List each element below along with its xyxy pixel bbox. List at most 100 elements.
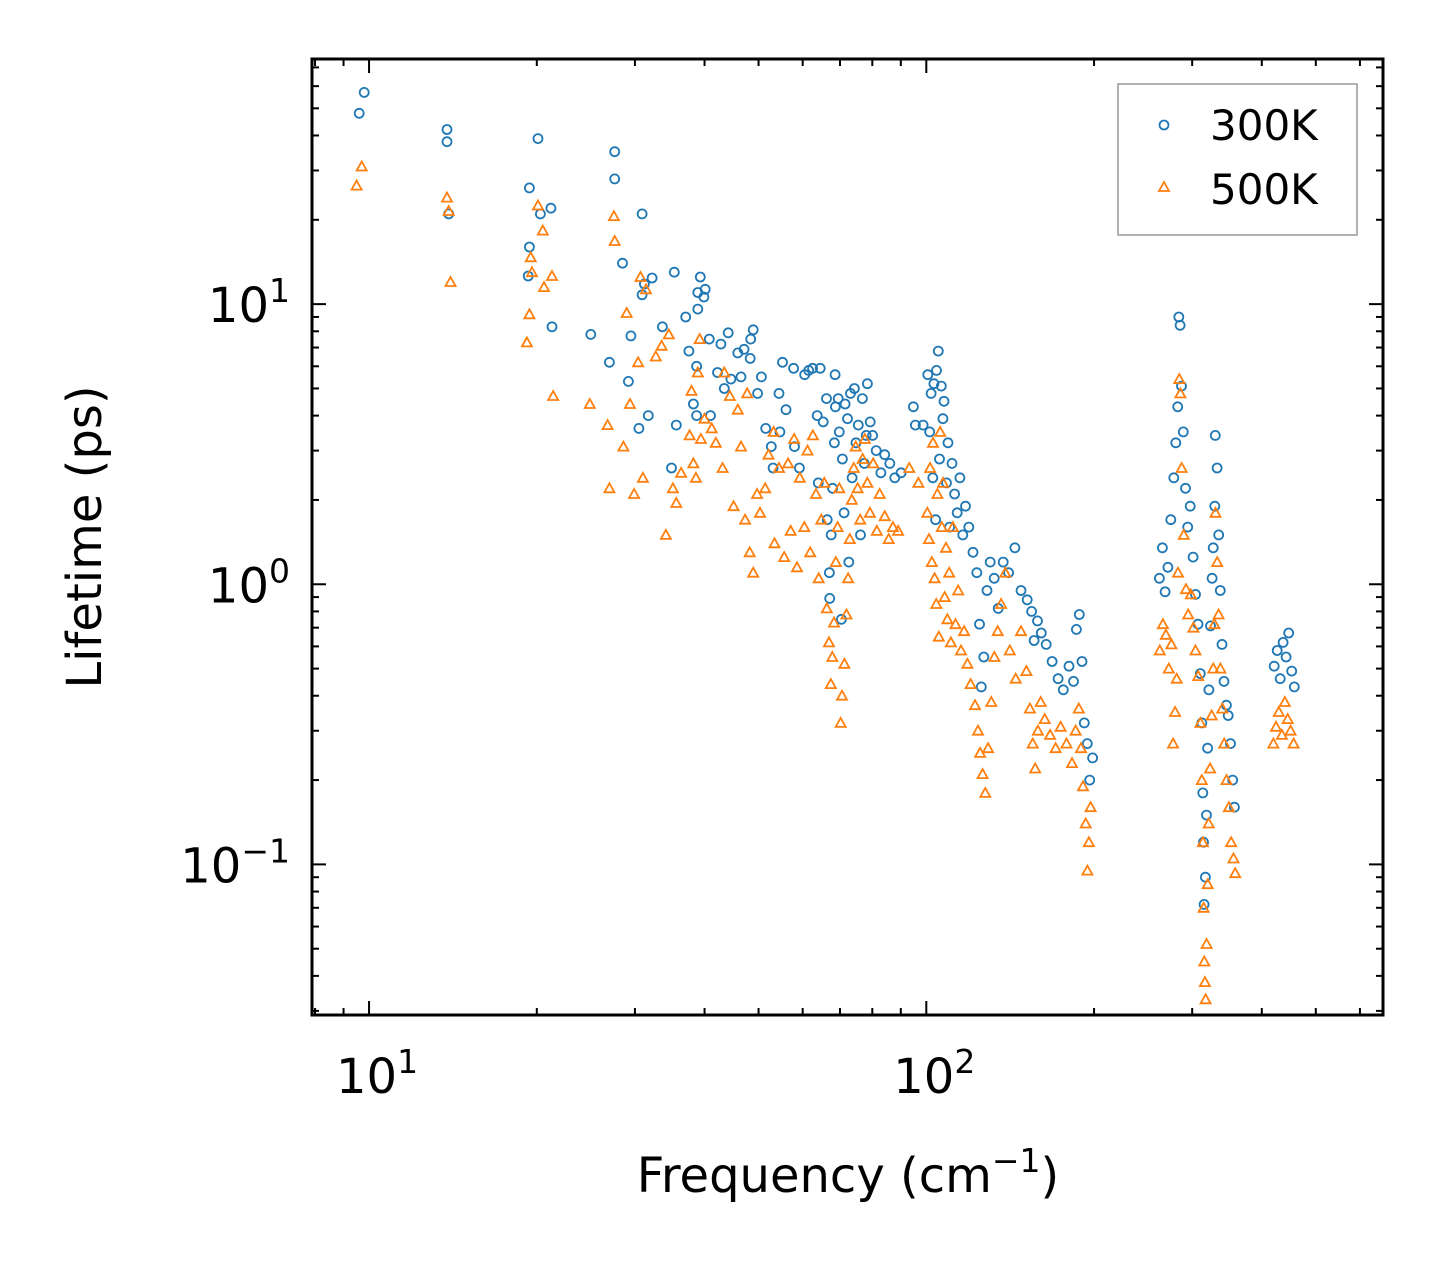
point-500k — [537, 280, 551, 292]
point-500k — [960, 656, 974, 669]
point-300k — [838, 507, 850, 519]
point-300k — [780, 404, 792, 416]
point-500k — [938, 590, 952, 602]
point-300k — [752, 387, 763, 399]
point-500k — [1034, 695, 1048, 707]
data-points — [350, 87, 1301, 1005]
point-500k — [1023, 701, 1037, 714]
point-500k — [971, 723, 985, 736]
point-300k — [698, 291, 710, 303]
point-300k — [1207, 542, 1219, 554]
point-300k — [1211, 462, 1223, 474]
legend-marker-500k — [1157, 180, 1171, 192]
point-500k — [1198, 975, 1212, 987]
point-500k — [694, 432, 708, 444]
point-300k — [1021, 594, 1033, 606]
point-500k — [1170, 671, 1184, 684]
point-500k — [1210, 555, 1224, 567]
point-500k — [1197, 900, 1211, 913]
point-300k — [617, 257, 628, 269]
point-300k — [788, 362, 799, 374]
point-500k — [1172, 372, 1186, 384]
point-500k — [601, 418, 615, 430]
point-300k — [1198, 899, 1210, 910]
point-300k — [694, 271, 706, 283]
point-500k — [843, 532, 857, 544]
point-300k — [680, 311, 692, 323]
point-500k — [631, 355, 645, 368]
point-500k — [920, 505, 934, 518]
point-300k — [978, 651, 990, 663]
point-500k — [787, 432, 801, 444]
y-axis-title: Lifetime (ps) — [57, 385, 113, 688]
point-300k — [1157, 542, 1168, 554]
point-300k — [1087, 752, 1098, 764]
point-300k — [1084, 774, 1096, 786]
point-500k — [839, 607, 854, 620]
point-300k — [625, 330, 637, 342]
point-300k — [824, 593, 836, 604]
point-500k — [1272, 705, 1286, 717]
point-300k — [975, 681, 987, 693]
point-500k — [951, 583, 965, 596]
point-300k — [884, 457, 896, 469]
point-500k — [870, 524, 884, 536]
point-500k — [1186, 620, 1200, 633]
point-500k — [1200, 937, 1214, 949]
point-500k — [911, 476, 925, 488]
point-500k — [1166, 736, 1180, 749]
point-300k — [1268, 660, 1280, 672]
point-500k — [835, 688, 849, 701]
point-300k — [997, 556, 1009, 568]
point-500k — [940, 612, 954, 625]
point-500k — [944, 635, 958, 648]
point-300k — [928, 378, 940, 390]
point-500k — [639, 282, 653, 295]
point-300k — [981, 585, 993, 596]
point-500k — [812, 571, 826, 584]
point-500k — [1153, 643, 1167, 656]
point-300k — [974, 618, 985, 630]
point-300k — [984, 556, 996, 568]
plot-frame — [310, 57, 1385, 1017]
legend: 300K 500K — [1117, 83, 1358, 236]
point-500k — [1059, 736, 1074, 749]
point-300k — [1162, 561, 1174, 573]
point-500k — [1196, 835, 1210, 848]
point-500k — [1173, 386, 1187, 399]
point-500k — [531, 198, 545, 211]
point-300k — [636, 208, 648, 220]
point-500k — [666, 481, 680, 494]
point-500k — [1193, 716, 1207, 728]
point-500k — [1281, 712, 1295, 724]
point-300k — [1280, 651, 1292, 663]
point-300k — [917, 419, 929, 431]
point-300k — [814, 362, 826, 374]
point-500k — [520, 335, 534, 348]
point-500k — [1072, 701, 1086, 714]
point-500k — [750, 487, 764, 499]
point-300k — [925, 387, 937, 399]
point-300k — [692, 303, 704, 315]
point-500k — [930, 487, 944, 499]
point-300k — [829, 369, 841, 381]
point-300k — [817, 416, 829, 428]
point-500k — [1184, 587, 1198, 600]
point-300k — [1015, 585, 1027, 596]
point-500k — [800, 443, 815, 456]
point-500k — [866, 456, 880, 469]
point-500k — [545, 269, 559, 281]
point-300k — [1081, 738, 1093, 749]
point-500k — [746, 565, 760, 578]
point-500k — [524, 250, 538, 263]
point-300k — [1197, 787, 1209, 799]
point-500k — [824, 677, 838, 689]
point-300k — [821, 393, 832, 405]
point-500k — [926, 435, 940, 448]
point-500k — [891, 524, 905, 536]
point-500k — [978, 786, 992, 798]
point-300k — [927, 472, 939, 484]
point-300k — [937, 413, 949, 425]
point-500k — [1224, 835, 1238, 848]
point-500k — [1003, 643, 1017, 656]
